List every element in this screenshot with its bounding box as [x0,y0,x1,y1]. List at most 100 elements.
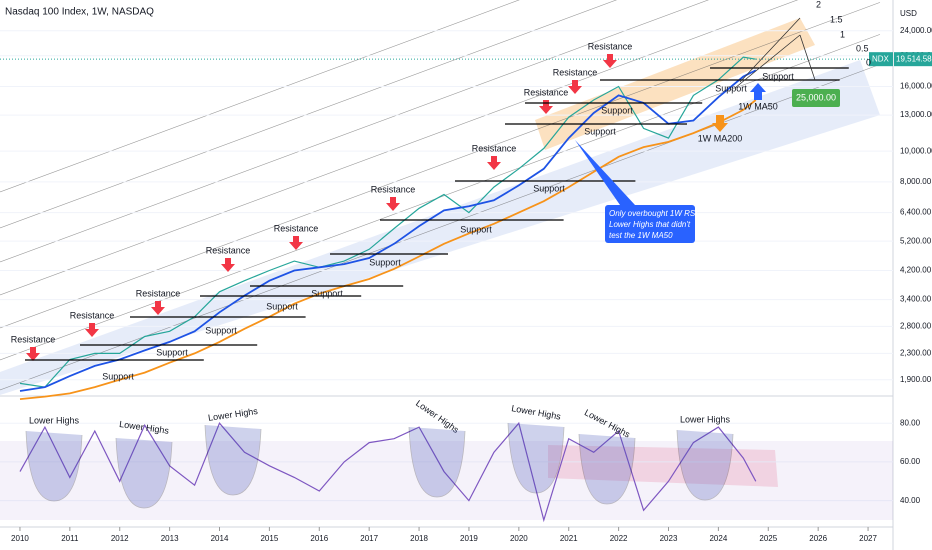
x-tick-label: 2020 [510,534,528,543]
callout-text: test the 1W MA50 [609,231,673,240]
y-tick-label: 8,000.00 [900,177,932,186]
resistance-arrow [487,156,501,170]
support-label: Support [762,71,794,81]
x-tick-label: 2019 [460,534,478,543]
x-tick-label: 2013 [161,534,179,543]
x-tick-label: 2026 [809,534,827,543]
support-label: Support [102,371,134,381]
y-tick-label: 4,200.00 [900,266,932,275]
resistance-label: Resistance [524,87,569,97]
support-label: Support [205,325,237,335]
resistance-label: Resistance [553,67,598,77]
lower-highs-bowl [25,430,83,502]
resistance-label: Resistance [11,334,56,344]
y-tick-label: 13,000.00 [900,110,932,119]
y-tick-label: 24,000.00 [900,26,932,35]
support-label: Support [266,301,298,311]
support-label: Support [369,257,401,267]
resistance-arrow [568,80,582,94]
last-price-box [894,52,932,67]
y-tick-label: 1,900.00 [900,375,932,384]
callout-box [605,205,695,243]
ma50-arrow [750,83,766,100]
x-tick-label: 2025 [759,534,777,543]
y-tick-label: 10,000.00 [900,146,932,155]
fib-label: 0.5 [856,43,869,53]
ma-label: 1W MA50 [738,101,778,111]
series-line [19,421,757,523]
support-label: Support [533,183,565,193]
fib-label: 2 [816,0,821,9]
resistance-arrow [386,197,400,211]
fib-line [0,0,618,229]
rsi-zone [0,441,893,520]
x-tick-label: 2021 [560,534,578,543]
currency: USD [900,9,917,18]
lower-highs-bowl [578,433,636,505]
lower-highs-bowl [408,426,466,498]
y-tick-label: 60.00 [900,457,921,466]
x-tick-label: 2015 [260,534,278,543]
support-label: Support [156,347,188,357]
target-arrow [734,17,816,89]
support-label: Support [460,224,492,234]
x-tick-label: 2011 [61,534,79,543]
x-tick-label: 2018 [410,534,428,543]
x-tick-label: 2024 [709,534,727,543]
resistance-label: Resistance [588,41,633,51]
y-tick-label: 6,400.00 [900,208,932,217]
fib-label: 1 [840,29,845,39]
y-tick-label: 80.00 [900,418,921,427]
x-tick-label: 2027 [859,534,877,543]
x-tick-label: 2012 [111,534,129,543]
x-tick-label: 2023 [660,534,678,543]
y-tick-label: 40.00 [900,496,921,505]
symbol-label: NDX [872,54,890,63]
resistance-label: Resistance [371,184,416,194]
x-tick-label: 2010 [11,534,29,543]
support-label: Support [715,83,747,93]
x-tick-label: 2017 [360,534,378,543]
ma200-arrow [712,115,728,132]
ma-label: 1W MA200 [698,133,743,143]
resistance-arrow [289,236,303,250]
fib-line [0,0,709,263]
target-label: 25,000.00 [796,92,836,102]
lower-highs-bowl [115,437,173,509]
x-tick-label: 2016 [310,534,328,543]
y-tick-label: 5,200.00 [900,236,932,245]
fib-label: 0 [866,57,871,67]
callout-text: Only overbought 1W RSI [609,209,698,218]
lower-highs-bowl [204,424,262,496]
fib-label: 1.5 [830,14,843,24]
lower-highs-bowl [676,429,734,501]
resistance-arrow [151,301,165,315]
y-tick-label: 2,300.00 [900,349,932,358]
support-label: Support [601,105,633,115]
resistance-arrow [539,100,553,114]
resistance-label: Resistance [274,223,319,233]
chart-title: Nasdaq 100 Index, 1W, NASDAQ [5,7,154,18]
resistance-arrow [85,323,99,337]
resistance-label: Resistance [472,143,517,153]
lower-highs-bowl [507,422,565,494]
support-label: Support [584,126,616,136]
fib-line [0,2,881,329]
x-tick-label: 2014 [211,534,229,543]
fib-line [0,0,520,193]
target-box [792,89,840,107]
rsi-band [548,445,778,487]
last-price-label: 19,514.58 [896,54,932,63]
callout-text: Lower Highs that didn't [609,220,691,229]
y-tick-label: 3,400.00 [900,295,932,304]
resistance-arrow [26,347,40,361]
resistance-arrow [603,54,617,68]
resistance-label: Resistance [70,310,115,320]
callout-pointer [575,140,635,205]
series-line [19,99,757,400]
resistance-label: Resistance [206,245,251,255]
lower-highs-label: Lower Highs [680,414,731,424]
last-price-tag [869,52,893,67]
y-tick-label: 2,800.00 [900,321,932,330]
resistance-label: Resistance [136,288,181,298]
